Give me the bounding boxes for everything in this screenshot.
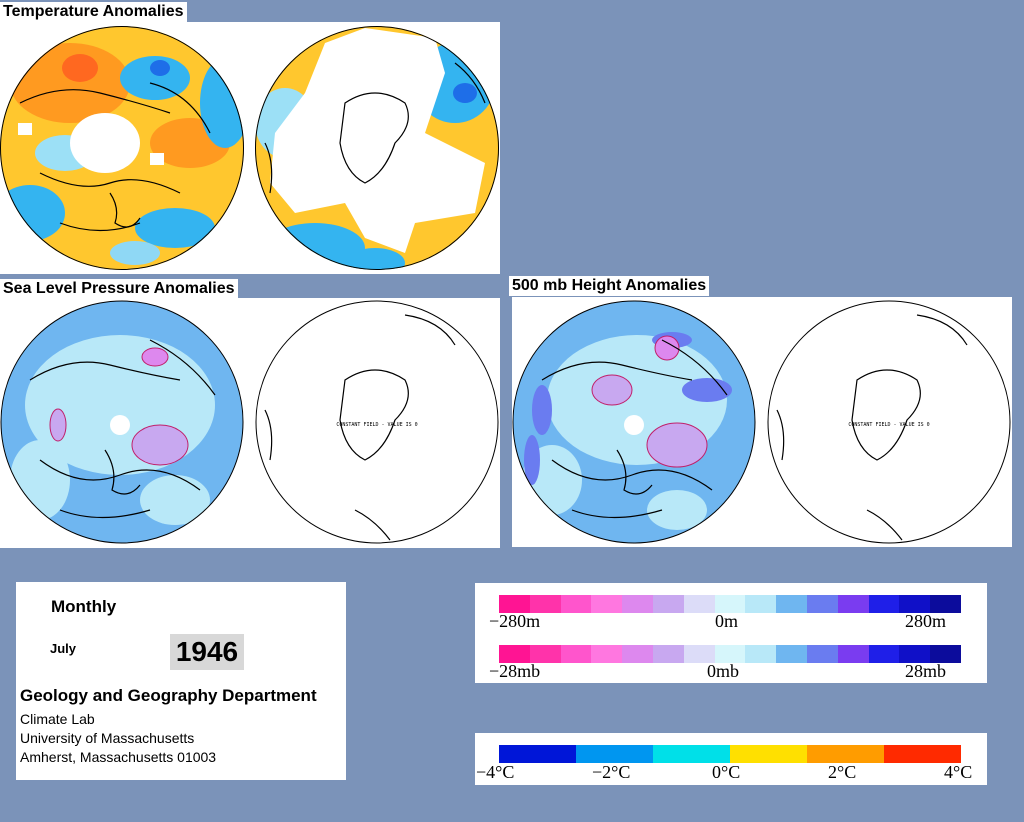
height-colorbar-swatch-6 — [683, 595, 715, 613]
height-colorbar-swatch-5 — [652, 595, 684, 613]
height-colorbar-swatch-2 — [560, 595, 592, 613]
height-colorbar-swatch-0 — [499, 595, 530, 613]
slp-south-hemisphere-map: CONSTANT FIELD - VALUE IS 0 — [255, 300, 499, 544]
height-colorbar-swatch-10 — [806, 595, 838, 613]
pressure-colorbar-swatch-4 — [622, 645, 653, 663]
lab-label: Climate Lab — [20, 711, 95, 727]
pressure-colorbar-swatch-11 — [837, 645, 869, 663]
pressure-colorbar-swatch-10 — [806, 645, 838, 663]
slp-north-hemisphere-map — [0, 300, 244, 544]
temperature-colorbar-swatch-3 — [730, 745, 807, 763]
height500-south-hemisphere-map: CONSTANT FIELD - VALUE IS 0 — [767, 300, 1011, 544]
height-colorbar-swatch-7 — [714, 595, 746, 613]
slp-anomalies-panel: CONSTANT FIELD - VALUE IS 0 — [0, 298, 500, 548]
height-colorbar-swatch-12 — [868, 595, 900, 613]
pressure-colorbar-swatch-6 — [683, 645, 715, 663]
pressure-label-mid: 0mb — [707, 661, 740, 681]
pressure-colorbar-swatch-0 — [499, 645, 530, 663]
pressure-colorbar-swatch-7 — [714, 645, 746, 663]
temp-label-1: −2°C — [592, 762, 631, 782]
height500-anomalies-panel: CONSTANT FIELD - VALUE IS 0 — [512, 297, 1012, 547]
height-colorbar-swatch-4 — [622, 595, 653, 613]
pressure-colorbar-swatch-8 — [745, 645, 777, 663]
slp-constant-field-note: CONSTANT FIELD - VALUE IS 0 — [336, 422, 417, 428]
height-colorbar-swatch-3 — [591, 595, 623, 613]
address-label: Amherst, Massachusetts 01003 — [20, 749, 217, 765]
pressure-colorbar-swatch-2 — [560, 645, 592, 663]
anomaly-legend: −280m 0m 280m −28mb 0mb 28mb — [475, 583, 987, 683]
temperature-south-hemisphere-map — [255, 26, 499, 270]
height500-anomalies-title: 500 mb Height Anomalies — [509, 276, 710, 296]
pressure-label-max: 28mb — [905, 661, 947, 681]
temperature-colorbar — [499, 745, 961, 763]
pressure-colorbar-swatch-12 — [868, 645, 900, 663]
year-display: 1946 — [170, 634, 244, 670]
height-colorbar-swatch-1 — [529, 595, 561, 613]
height-colorbar-swatch-13 — [899, 595, 931, 613]
height-colorbar-swatch-14 — [930, 595, 961, 613]
pressure-colorbar-swatch-14 — [930, 645, 961, 663]
height-colorbar-swatch-9 — [776, 595, 807, 613]
pressure-colorbar — [499, 645, 961, 663]
temperature-colorbar-swatch-1 — [576, 745, 653, 763]
pressure-colorbar-swatch-1 — [529, 645, 561, 663]
temp-label-4: 4°C — [944, 762, 973, 782]
university-label: University of Massachusetts — [20, 730, 195, 746]
pressure-colorbar-swatch-13 — [899, 645, 931, 663]
temp-label-0: −4°C — [476, 762, 515, 782]
temperature-colorbar-swatch-5 — [884, 745, 961, 763]
period-label: Monthly — [51, 597, 117, 616]
temperature-colorbar-swatch-4 — [807, 745, 884, 763]
month-label: July — [50, 641, 77, 656]
height-label-max: 280m — [905, 611, 947, 631]
pressure-colorbar-swatch-5 — [652, 645, 684, 663]
temperature-colorbar-swatch-0 — [499, 745, 576, 763]
height-label-min: −280m — [489, 611, 541, 631]
height-label-mid: 0m — [715, 611, 739, 631]
slp-anomalies-title: Sea Level Pressure Anomalies — [0, 279, 238, 299]
temperature-colorbar-swatch-2 — [653, 745, 730, 763]
pressure-label-min: −28mb — [489, 661, 541, 681]
height-constant-field-note: CONSTANT FIELD - VALUE IS 0 — [848, 422, 929, 428]
temperature-legend: −4°C −2°C 0°C 2°C 4°C — [475, 733, 987, 785]
pressure-colorbar-swatch-9 — [776, 645, 807, 663]
temperature-anomalies-panel — [0, 22, 500, 274]
height-colorbar-swatch-11 — [837, 595, 869, 613]
height500-north-hemisphere-map — [512, 300, 756, 544]
height-colorbar-swatch-8 — [745, 595, 777, 613]
info-box: Monthly July 1946 Geology and Geography … — [16, 582, 346, 780]
temp-label-3: 2°C — [828, 762, 857, 782]
height-colorbar — [499, 595, 961, 613]
temp-label-2: 0°C — [712, 762, 741, 782]
temperature-north-hemisphere-map — [0, 26, 244, 270]
pressure-colorbar-swatch-3 — [591, 645, 623, 663]
department-label: Geology and Geography Department — [20, 686, 317, 705]
temperature-anomalies-title: Temperature Anomalies — [0, 2, 187, 22]
